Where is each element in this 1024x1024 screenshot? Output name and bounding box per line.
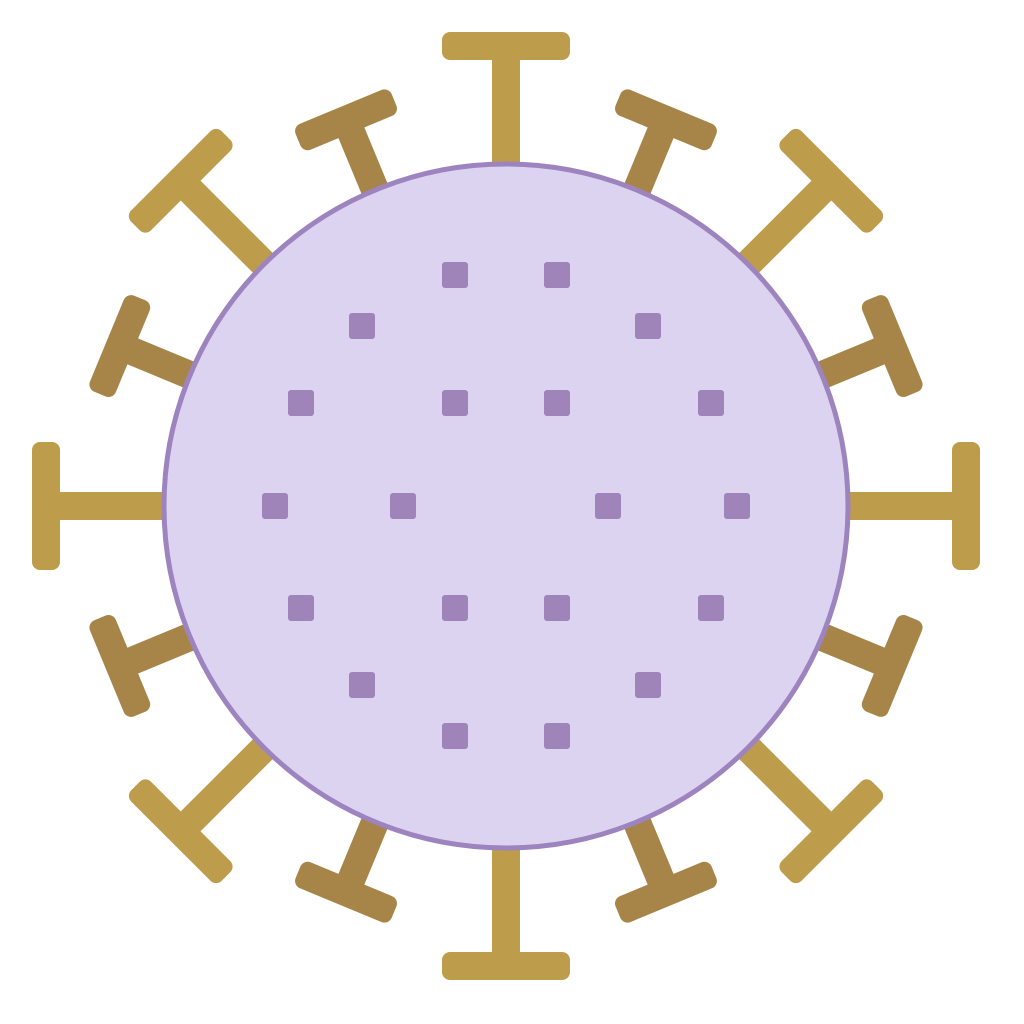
spike-stem xyxy=(836,492,962,520)
spike-cap xyxy=(295,89,397,151)
spike-stem xyxy=(173,173,283,283)
spike xyxy=(128,729,283,884)
spike-stem xyxy=(805,619,894,678)
spike-stem xyxy=(729,173,839,283)
spike-cap xyxy=(295,861,397,923)
spike-stem xyxy=(118,334,207,393)
spike xyxy=(729,729,884,884)
spike-stem xyxy=(619,805,678,894)
spike-stem xyxy=(729,729,839,839)
surface-dot xyxy=(442,262,468,288)
spike-cap xyxy=(861,295,923,397)
surface-dot xyxy=(442,390,468,416)
spike xyxy=(128,128,283,283)
spike-stem xyxy=(118,619,207,678)
spike-cap xyxy=(952,442,980,570)
spike-cap xyxy=(128,779,233,884)
spike xyxy=(295,89,397,207)
spike xyxy=(615,89,717,207)
spike xyxy=(805,295,923,397)
spike-cap xyxy=(89,295,151,397)
surface-dot xyxy=(635,672,661,698)
surface-dot xyxy=(698,390,724,416)
spike-cap xyxy=(861,615,923,717)
spike-cap xyxy=(779,128,884,233)
surface-dot xyxy=(442,723,468,749)
spikes-group xyxy=(32,32,980,980)
spike xyxy=(295,805,397,923)
surface-dot xyxy=(262,493,288,519)
spike xyxy=(32,442,176,570)
spike xyxy=(442,32,570,176)
spike-stem xyxy=(619,118,678,207)
spike xyxy=(805,615,923,717)
spike-stem xyxy=(492,50,520,176)
surface-dot xyxy=(349,313,375,339)
spike xyxy=(89,615,207,717)
spike xyxy=(729,128,884,283)
surface-dot xyxy=(288,390,314,416)
spike-cap xyxy=(615,861,717,923)
surface-dot xyxy=(724,493,750,519)
spike-cap xyxy=(128,128,233,233)
spike-cap xyxy=(779,779,884,884)
surface-dot xyxy=(349,672,375,698)
surface-dot xyxy=(635,313,661,339)
spike-stem xyxy=(334,118,393,207)
surface-dots-group xyxy=(262,262,750,749)
spike-stem xyxy=(50,492,176,520)
surface-dot xyxy=(544,262,570,288)
spike xyxy=(89,295,207,397)
surface-dot xyxy=(288,595,314,621)
surface-dot xyxy=(544,723,570,749)
spike-stem xyxy=(334,805,393,894)
spike xyxy=(615,805,717,923)
surface-dot xyxy=(390,493,416,519)
spike-cap xyxy=(89,615,151,717)
spike xyxy=(442,836,570,980)
spike-stem xyxy=(805,334,894,393)
spike-cap xyxy=(615,89,717,151)
surface-dot xyxy=(698,595,724,621)
spike-stem xyxy=(492,836,520,962)
surface-dot xyxy=(544,390,570,416)
virus-body xyxy=(161,161,851,851)
surface-dot xyxy=(442,595,468,621)
spike-stem xyxy=(173,729,283,839)
surface-dot xyxy=(544,595,570,621)
spike-cap xyxy=(442,32,570,60)
spike-cap xyxy=(32,442,60,570)
spike-cap xyxy=(442,952,570,980)
surface-dot xyxy=(595,493,621,519)
spike xyxy=(836,442,980,570)
